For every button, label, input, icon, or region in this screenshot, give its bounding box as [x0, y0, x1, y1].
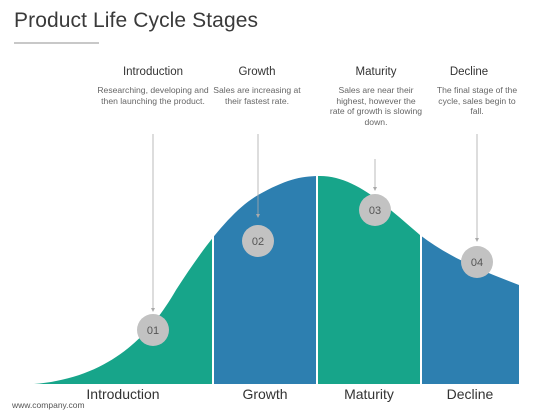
stage-heading-maturity: Maturity — [355, 66, 397, 78]
stage-description-maturity: Sales are near their highest, however th… — [329, 85, 423, 127]
axis-label-introduction: Introduction — [86, 386, 160, 402]
stage-description-growth: Sales are increasing at their fastest ra… — [213, 85, 301, 106]
stage-marker-01: 01 — [137, 314, 169, 346]
axis-label-maturity: Maturity — [344, 386, 394, 402]
footer-website: www.company.com — [12, 400, 85, 410]
stage-marker-03: 03 — [359, 194, 391, 226]
stage-heading-introduction: Introduction — [122, 66, 184, 78]
slide-title: Product Life Cycle Stages — [14, 9, 259, 32]
stage-band-growth — [214, 176, 316, 384]
stage-marker-number: 03 — [369, 205, 381, 217]
stage-marker-number: 01 — [147, 325, 159, 337]
stage-marker-number: 04 — [471, 257, 483, 269]
stage-band-introduction — [34, 176, 212, 384]
stage-marker-02: 02 — [242, 225, 274, 257]
stage-description-decline: The final stage of the cycle, sales begi… — [436, 85, 518, 116]
title-underline — [14, 42, 99, 44]
stage-heading-growth: Growth — [238, 66, 276, 78]
stage-band-maturity — [318, 176, 420, 384]
axis-label-decline: Decline — [446, 386, 494, 402]
stage-heading-decline: Decline — [449, 66, 489, 78]
stage-description-introduction: Researching, developing and then launchi… — [97, 85, 209, 106]
stage-marker-04: 04 — [461, 246, 493, 278]
stage-marker-number: 02 — [252, 236, 264, 248]
axis-label-growth: Growth — [242, 386, 288, 402]
